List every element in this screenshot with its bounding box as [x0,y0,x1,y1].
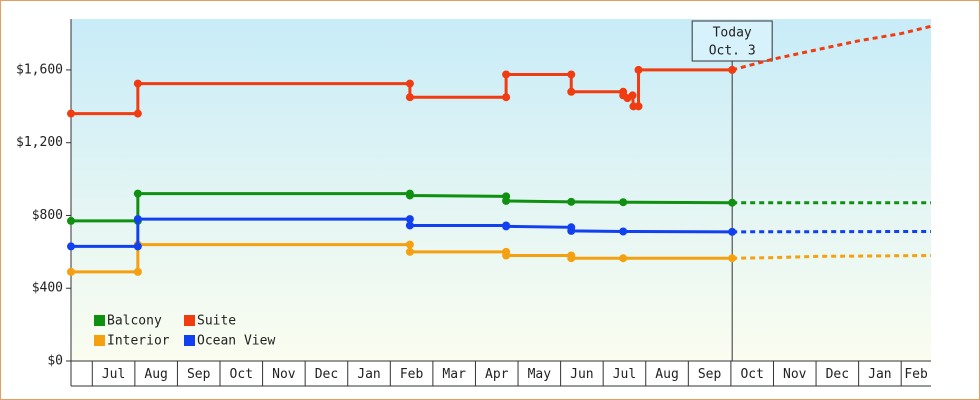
point [405,247,414,256]
legend-swatch [94,335,105,346]
point [728,65,737,74]
y-tick-label: $1,600 [16,62,63,77]
point [728,198,737,207]
forecast-line [731,24,932,72]
point [728,254,737,263]
x-tick-label: May [528,367,552,382]
point [405,215,414,224]
x-tick-label: Jun [570,367,593,382]
x-tick-label: Feb [400,367,424,382]
point [502,196,511,205]
point [619,254,628,263]
x-tick-label: Feb [904,367,928,382]
legend-swatch [94,315,105,326]
point [133,79,142,88]
point [728,227,737,236]
point [567,254,576,263]
point [628,91,637,100]
series-line [71,192,733,223]
point [567,197,576,206]
point [405,79,414,88]
point [133,242,142,251]
x-tick-label: Jul [102,367,125,382]
x-tick-label: Jul [613,367,636,382]
x-tick-label: Apr [485,367,509,382]
point [502,93,511,102]
x-tick-label: Jan [357,367,380,382]
x-tick-label: Dec [826,367,849,382]
x-tick-label: Nov [783,367,807,382]
point [405,191,414,200]
point [133,215,142,224]
x-tick-label: Oct [740,367,763,382]
point [67,216,75,225]
today-label: Oct. 3 [709,44,756,59]
point [133,189,142,198]
y-tick-label: $800 [32,208,63,223]
y-tick-label: $400 [32,281,63,296]
point [502,251,511,260]
plot-background [71,19,931,361]
legend-swatch [184,335,195,346]
legend-swatch [184,315,195,326]
y-tick-label: $0 [47,354,63,369]
point [567,70,576,79]
point [634,102,643,111]
today-box [691,20,773,62]
point [133,109,142,118]
point [67,242,75,251]
x-tick-label: Aug [144,367,167,382]
point [67,267,75,276]
legend-label: Ocean View [197,334,275,349]
point [502,70,511,79]
y-tick-label: $1,200 [16,135,63,150]
point [67,109,75,118]
point [405,93,414,102]
forecast-line [732,253,932,260]
point [502,222,511,231]
x-tick-label: Jan [868,367,891,382]
point [133,267,142,276]
point [405,240,414,249]
point [567,226,576,235]
point [619,198,628,207]
x-tick-label: Mar [442,367,466,382]
x-tick-label: Nov [272,367,296,382]
x-tick-label: Sep [187,367,211,382]
x-tick-label: Sep [698,367,722,382]
legend-label: Suite [197,314,236,329]
x-tick-label: Aug [655,367,678,382]
x-tick-label: Oct [230,367,253,382]
point [567,87,576,96]
today-label: Today [713,26,752,41]
legend-label: Interior [107,334,170,349]
x-tick-label: Dec [315,367,338,382]
legend-label: Balcony [107,314,162,329]
point [619,227,628,236]
point [405,221,414,230]
point [634,65,643,74]
